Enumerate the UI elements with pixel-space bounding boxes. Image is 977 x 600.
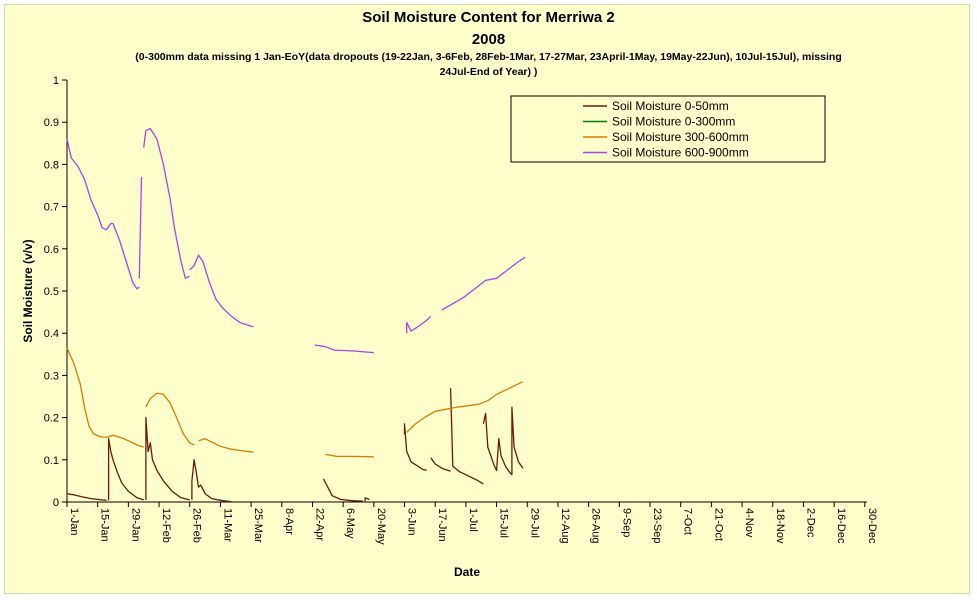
series-line-segment xyxy=(406,381,524,433)
x-tick-label: 20-May xyxy=(375,508,387,545)
x-axis-title: Date xyxy=(454,565,480,579)
x-tick-label: 21-Oct xyxy=(712,508,724,541)
y-axis-title: Soil Moisture (v/v) xyxy=(21,239,35,342)
legend-label: Soil Moisture 600-900mm xyxy=(612,146,749,160)
y-tick-label: 0.1 xyxy=(44,455,59,467)
axes: 0 0.1 0.2 0.3 0.4 0.5 0.6 0.7 0.8 0.9 1 1-Jan 15-Jan… xyxy=(44,75,878,545)
series-4 xyxy=(66,127,526,354)
y-tick-label: 0 xyxy=(53,497,59,509)
y-tick-label: 0.5 xyxy=(44,286,59,298)
legend-box xyxy=(510,95,826,163)
series-line-segment xyxy=(66,138,140,290)
y-tick-label: 0.3 xyxy=(44,370,59,382)
x-tick-label: 18-Nov xyxy=(774,508,786,544)
x-tick-label: 6-May xyxy=(344,508,356,539)
series-line-segment xyxy=(138,177,143,279)
x-tick-label: 25-Mar xyxy=(252,508,264,543)
series-line-segment xyxy=(449,388,484,485)
x-tick-label: 26-Aug xyxy=(590,508,602,543)
series-line-segment xyxy=(441,256,526,311)
series-line-segment xyxy=(145,392,195,446)
y-tick-label: 0.2 xyxy=(44,413,59,425)
x-tick-label: 9-Sep xyxy=(620,508,632,537)
x-tick-label: 11-Mar xyxy=(221,508,233,542)
x-tick-label: 23-Sep xyxy=(651,508,663,543)
series-line-segment xyxy=(403,423,427,472)
x-tick-label: 1-Jan xyxy=(68,508,80,536)
chart-subtitle: 2008 xyxy=(471,31,506,48)
y-tick-label: 0.6 xyxy=(44,244,59,256)
series-line-segment xyxy=(482,406,524,476)
x-tick-label: 12-Feb xyxy=(160,508,172,543)
x-tick-label: 2-Dec xyxy=(804,508,816,538)
series-line-segment xyxy=(325,453,374,458)
series-line-segment xyxy=(189,254,254,328)
legend-label: Soil Moisture 0-50mm xyxy=(612,99,729,113)
series-line-segment xyxy=(198,438,254,453)
series-3 xyxy=(66,347,524,458)
x-tick-label: 4-Nov xyxy=(743,508,755,538)
x-tick-label: 22-Apr xyxy=(313,508,325,541)
x-tick-label: 8-Apr xyxy=(283,508,295,535)
x-tick-label: 15-Jan xyxy=(99,508,111,542)
x-tick-label: 1-Jul xyxy=(467,508,479,532)
series-line-segment xyxy=(107,438,144,501)
chart-title: Soil Moisture Content for Merriwa 2 xyxy=(362,9,615,26)
series-1 xyxy=(66,388,524,503)
x-tick-label: 7-Oct xyxy=(682,508,694,535)
series-line-segment xyxy=(145,416,190,501)
x-tick-label: 26-Feb xyxy=(191,508,203,543)
chart-note-line-2: 24Jul-End of Year) ) xyxy=(439,66,538,78)
series-line-segment xyxy=(314,344,374,354)
series-line-segment xyxy=(406,315,432,334)
series-line-segment xyxy=(322,478,363,502)
y-tick-label: 0.9 xyxy=(44,117,59,129)
y-tick-label: 0.4 xyxy=(44,328,59,340)
series-line-segment xyxy=(66,492,107,501)
series-line-segment xyxy=(364,497,370,502)
x-tick-label: 12-Aug xyxy=(559,508,571,543)
series-line-segment xyxy=(143,127,190,279)
y-tick-label: 0.8 xyxy=(44,159,59,171)
x-tick-label: 30-Dec xyxy=(866,508,878,544)
x-tick-label: 16-Dec xyxy=(835,508,847,544)
x-tick-label: 29-Jan xyxy=(129,508,141,542)
legend-label: Soil Moisture 300-600mm xyxy=(612,130,749,144)
x-tick-label: 17-Jun xyxy=(436,508,448,542)
series-layer xyxy=(66,127,526,503)
legend-label: Soil Moisture 0-300mm xyxy=(612,115,735,129)
y-tick-label: 1 xyxy=(53,75,59,87)
x-tick-label: 15-Jul xyxy=(498,508,510,538)
x-tick-label: 29-Jul xyxy=(528,508,540,538)
x-tick-label: 3-Jun xyxy=(406,508,418,536)
series-line-segment xyxy=(66,347,144,448)
chart-note-line-1: (0-300mm data missing 1 Jan-EoY(data dro… xyxy=(135,51,842,63)
series-line-segment xyxy=(430,457,451,472)
y-tick-label: 0.7 xyxy=(44,202,59,214)
legend: Soil Moisture 0-50mm Soil Moisture 0-300m… xyxy=(510,95,826,163)
series-line-segment xyxy=(191,459,232,503)
